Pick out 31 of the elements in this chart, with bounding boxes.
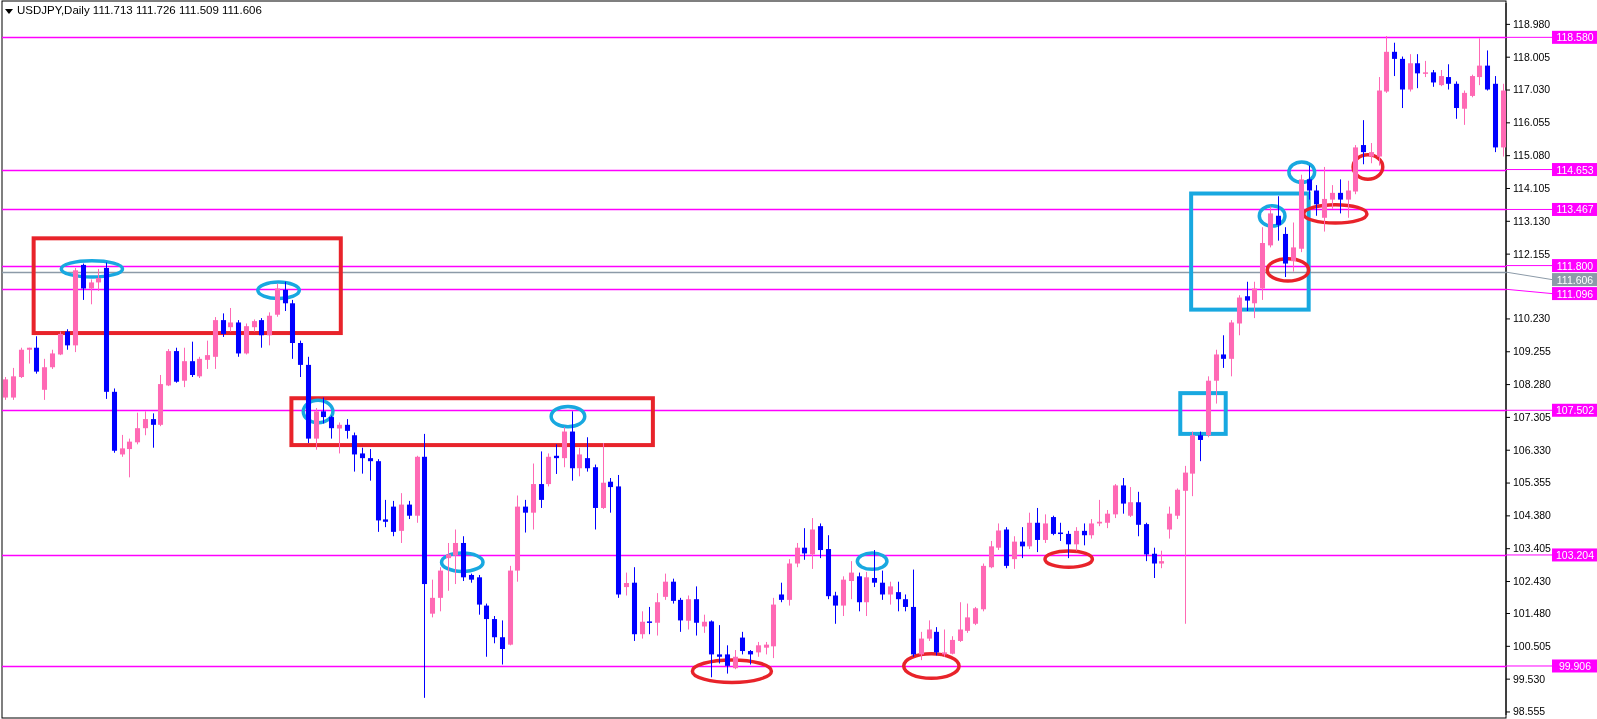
y-tick-label: 114.105: [1513, 181, 1551, 194]
y-tick-label: 107.305: [1513, 410, 1552, 423]
ref-line-label: 107.502: [1556, 404, 1595, 417]
y-tick-label: 115.080: [1513, 149, 1551, 162]
ref-line-label: 113.467: [1556, 203, 1594, 216]
ref-line-label: 111.096: [1556, 287, 1594, 300]
y-tick-label: 106.330: [1513, 443, 1552, 456]
y-tick-label: 100.505: [1513, 639, 1552, 652]
y-tick-label: 118.980: [1513, 17, 1551, 30]
y-tick-label: 116.055: [1513, 116, 1551, 129]
y-tick-label: 98.555: [1513, 705, 1546, 718]
ref-line-label: 118.580: [1556, 31, 1594, 44]
ref-line-label: 111.606: [1556, 273, 1594, 286]
ref-line-label: 111.800: [1556, 259, 1594, 272]
y-tick-label: 110.230: [1513, 312, 1551, 325]
y-tick-label: 112.155: [1513, 247, 1551, 260]
ref-line-label: 114.653: [1556, 163, 1594, 176]
y-tick-label: 102.430: [1513, 574, 1552, 587]
ref-line-label: 99.906: [1558, 659, 1592, 672]
y-tick-label: 108.280: [1513, 377, 1552, 390]
ref-line-label: 103.204: [1556, 548, 1595, 561]
y-tick-label: 101.480: [1513, 606, 1552, 619]
y-tick-label: 105.355: [1513, 476, 1552, 489]
y-tick-label: 118.005: [1513, 50, 1551, 63]
y-tick-label: 99.530: [1513, 672, 1546, 685]
chart-title: USDJPY,Daily 111.713 111.726 111.509 111.606: [17, 4, 262, 16]
y-tick-label: 103.405: [1513, 542, 1552, 555]
y-tick-label: 104.380: [1513, 509, 1552, 522]
y-tick-label: 117.030: [1513, 83, 1551, 96]
y-tick-label: 113.130: [1513, 214, 1551, 227]
y-tick-label: 109.255: [1513, 345, 1552, 358]
